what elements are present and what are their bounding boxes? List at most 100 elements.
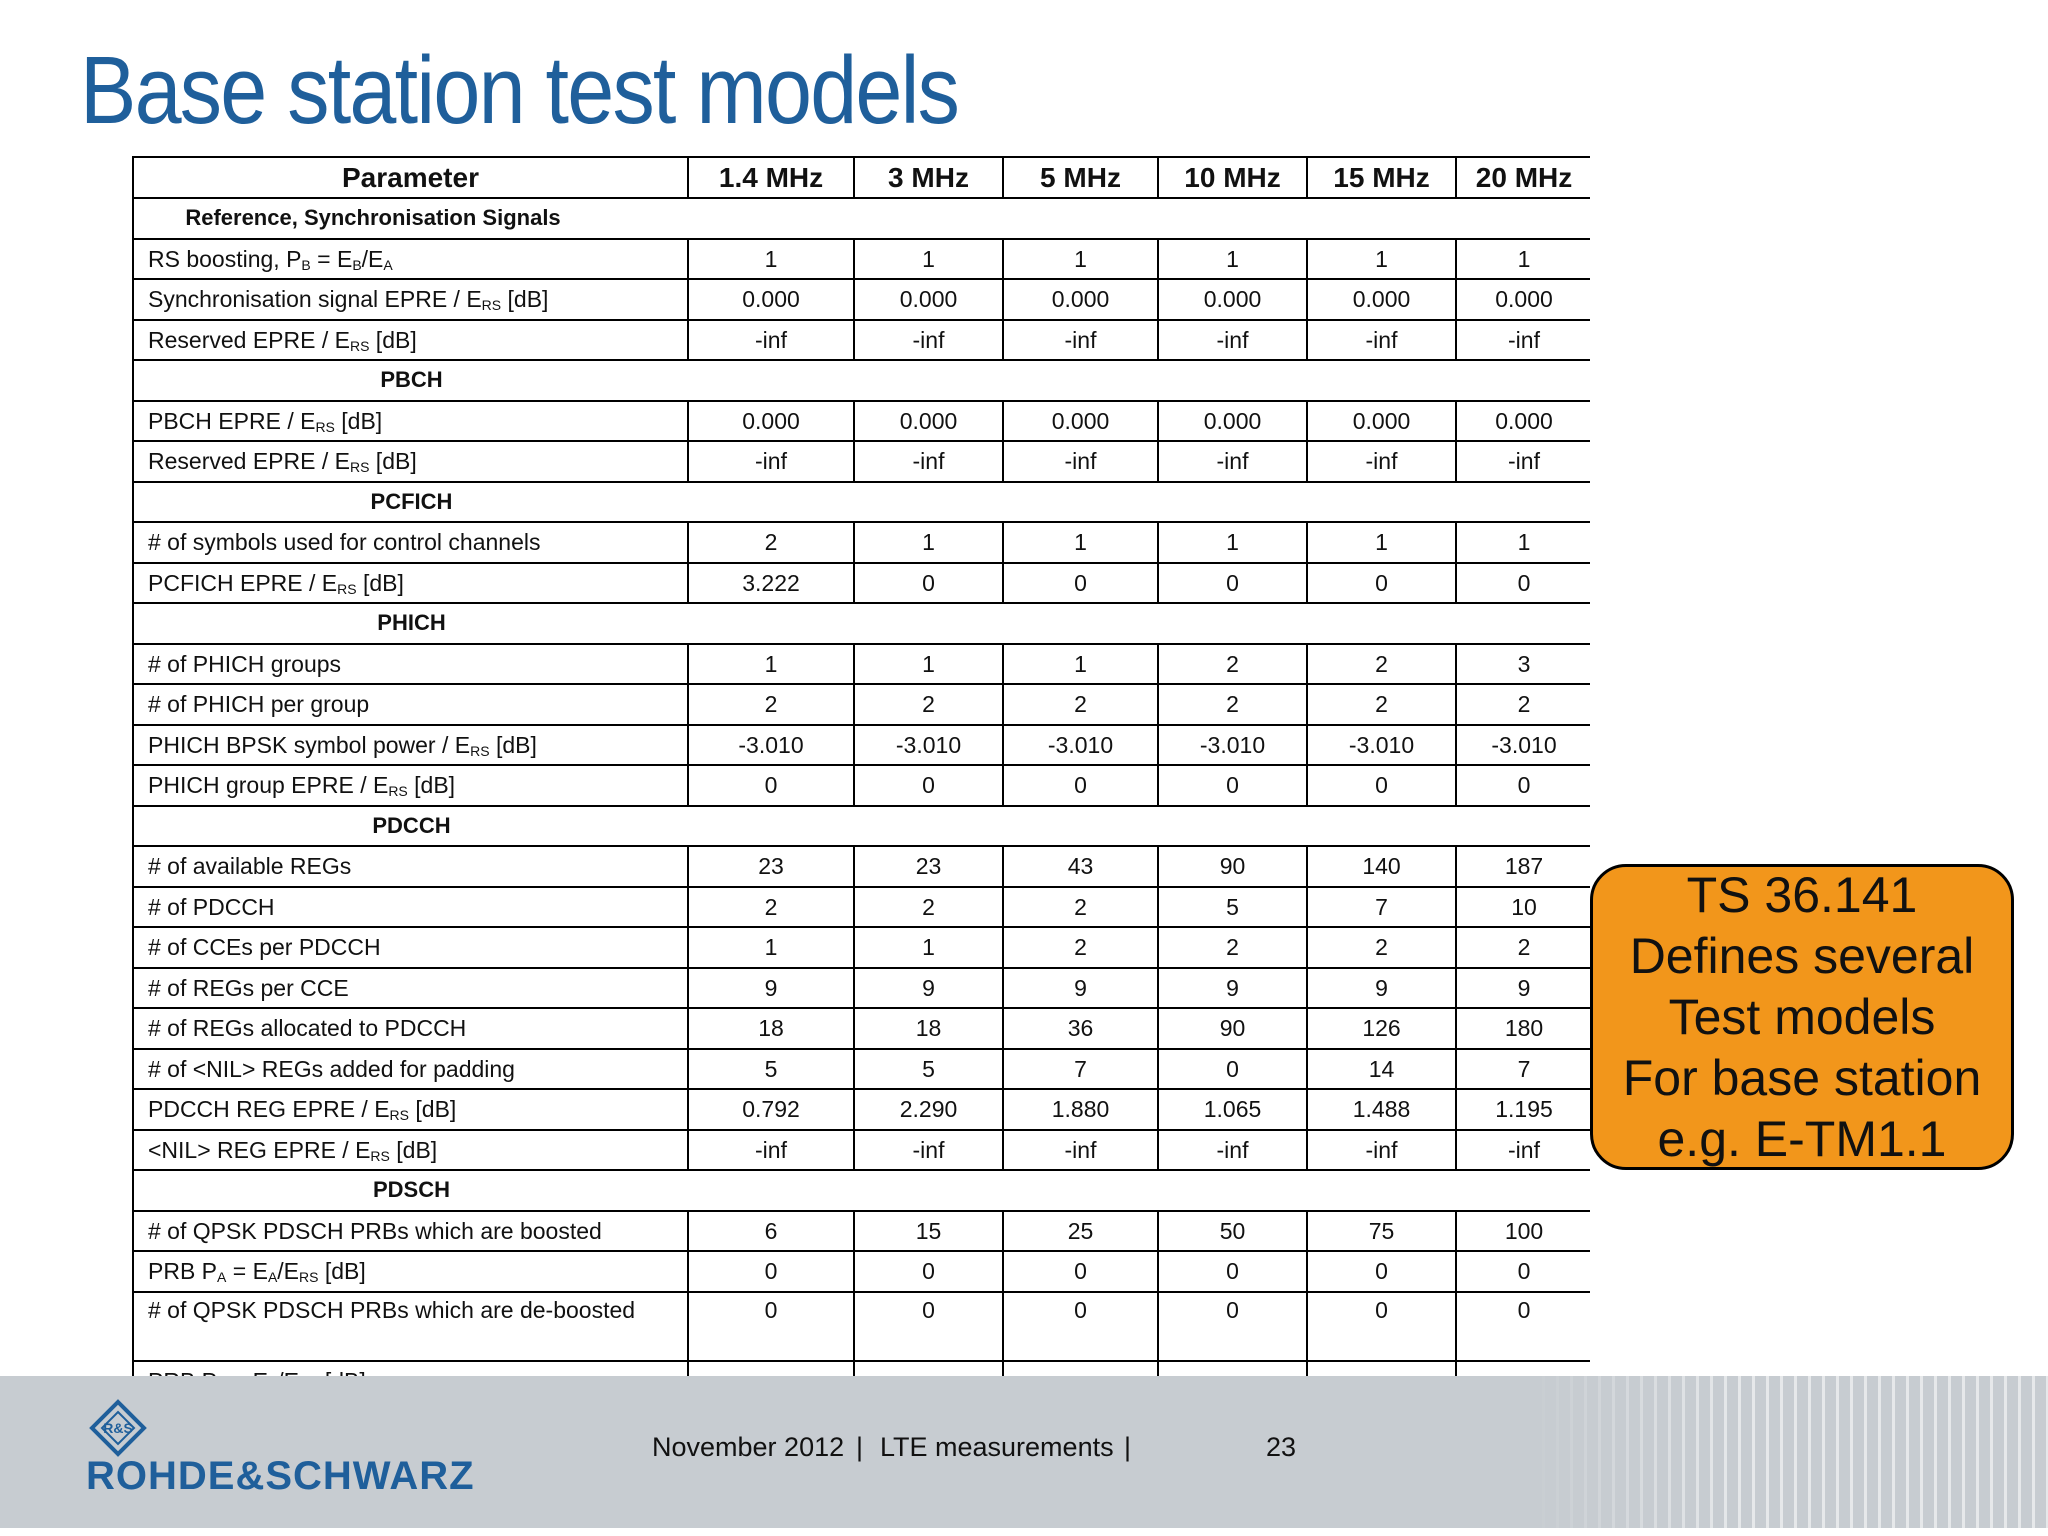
label-text: # of REGs per CCE	[148, 974, 349, 1001]
value-cell: -inf	[853, 318, 1004, 361]
value-cell: 2	[853, 885, 1004, 928]
value-cell: 9	[1157, 966, 1308, 1009]
parameter-label: Reserved EPRE / ERS [dB]	[132, 318, 689, 361]
value-cell: -3.010	[1157, 723, 1308, 766]
value-cell: 2	[1002, 926, 1159, 969]
value-cell: 1	[1157, 237, 1308, 280]
section-title-text: PBCH	[380, 367, 443, 393]
value-cell: 0	[1306, 764, 1457, 807]
value-cell: 2	[1306, 642, 1457, 685]
value-cell: 2	[1157, 642, 1308, 685]
value-cell: 0.000	[853, 278, 1004, 321]
value-cell: -3.010	[1306, 723, 1457, 766]
logo-wordmark: ROHDE&SCHWARZ	[86, 1454, 475, 1498]
table-row: # of PHICH per group 2 2 2 2 2 2	[132, 683, 1590, 726]
label-text: = E	[310, 245, 353, 272]
value-cell: 0	[853, 1250, 1004, 1293]
parameter-label: # of REGs allocated to PDCCH	[132, 1007, 689, 1050]
value-cell: 0	[853, 561, 1004, 604]
value-cell: 2	[1455, 683, 1590, 726]
value-cell: 23	[687, 845, 855, 888]
subscript: A	[217, 1269, 227, 1286]
value-cell: -inf	[687, 318, 855, 361]
value-cell: -3.010	[853, 723, 1004, 766]
value-cell: 0	[1455, 561, 1590, 604]
parameter-label: PCFICH EPRE / ERS [dB]	[132, 561, 689, 604]
value-cell: 1.488	[1306, 1088, 1457, 1131]
table-row: # of PDCCH 2 2 2 5 7 10	[132, 885, 1590, 928]
value-cell: 0.000	[1002, 278, 1159, 321]
logo-mark-text: R&S	[103, 1420, 133, 1436]
subscript: RS	[481, 297, 502, 314]
table-row: Synchronisation signal EPRE / ERS [dB] 0.…	[132, 278, 1590, 321]
value-cell: -inf	[1306, 440, 1457, 483]
table-row: Reserved EPRE / ERS [dB] -inf -inf -inf -inf…	[132, 318, 1590, 361]
label-text: /E	[277, 1258, 300, 1285]
label-text: # of QPSK PDSCH PRBs which are boosted	[148, 1217, 602, 1244]
parameter-label: # of available REGs	[132, 845, 689, 888]
section-title: PBCH	[132, 359, 1590, 402]
label-text: [dB]	[501, 286, 549, 313]
section-title-text: PCFICH	[370, 488, 453, 514]
value-cell: 90	[1157, 1007, 1308, 1050]
section-header-row: PCFICH	[132, 480, 1590, 523]
label-text: PCFICH EPRE / E	[148, 569, 338, 596]
parameter-label: # of REGs per CCE	[132, 966, 689, 1009]
subscript: RS	[388, 783, 408, 800]
table-row: # of <NIL> REGs added for padding 5 5 7 0 14 7	[132, 1047, 1590, 1090]
value-cell: 0	[1002, 1250, 1159, 1293]
label-text: = E	[226, 1258, 268, 1285]
value-cell: 2	[1002, 885, 1159, 928]
callout-line: TS 36.141	[1686, 866, 1918, 923]
rohde-schwarz-logo: R&S ROHDE&SCHWARZ	[86, 1398, 546, 1508]
label-text: Synchronisation signal EPRE / E	[148, 286, 482, 313]
label-text: [dB]	[369, 448, 417, 475]
subscript: RS	[337, 580, 357, 597]
value-cell: 5	[687, 1047, 855, 1090]
value-cell: 5	[1157, 885, 1308, 928]
parameter-label: # of CCEs per PDCCH	[132, 926, 689, 969]
value-cell: -inf	[1157, 318, 1308, 361]
value-cell: 9	[1002, 966, 1159, 1009]
value-cell: 75	[1306, 1209, 1457, 1252]
subscript: A	[383, 256, 393, 273]
value-cell: 0	[687, 1290, 855, 1362]
value-cell: -inf	[853, 1128, 1004, 1171]
value-cell: -3.010	[1002, 723, 1159, 766]
parameter-label: Synchronisation signal EPRE / ERS [dB]	[132, 278, 689, 321]
value-cell: 1	[1002, 237, 1159, 280]
value-cell: 0	[853, 1290, 1004, 1362]
value-cell: 7	[1455, 1047, 1590, 1090]
value-cell: -inf	[687, 1128, 855, 1171]
subscript: RS	[349, 337, 370, 354]
table-row: # of REGs per CCE 9 9 9 9 9 9	[132, 966, 1590, 1009]
subscript: RS	[315, 418, 335, 435]
parameter-label: PHICH BPSK symbol power / ERS [dB]	[132, 723, 689, 766]
value-cell: 0	[1455, 764, 1590, 807]
value-cell: -inf	[1002, 1128, 1159, 1171]
label-text: [dB]	[369, 326, 417, 353]
table-row: PHICH BPSK symbol power / ERS [dB] -3.010…	[132, 723, 1590, 766]
value-cell: 0	[1157, 1290, 1308, 1362]
value-cell: 0.000	[1455, 399, 1590, 442]
value-cell: 9	[853, 966, 1004, 1009]
label-text: /E	[361, 245, 384, 272]
table-row: Reserved EPRE / ERS [dB] -inf -inf -inf -inf…	[132, 440, 1590, 483]
section-title-text: Reference, Synchronisation Signals	[185, 205, 561, 231]
parameter-label: Reserved EPRE / ERS [dB]	[132, 440, 689, 483]
value-cell: -inf	[1306, 318, 1457, 361]
table-row: # of symbols used for control channels 2 1…	[132, 521, 1590, 564]
value-cell: -inf	[1157, 1128, 1308, 1171]
value-cell: 0	[1002, 1290, 1159, 1362]
value-cell: 0.000	[1455, 278, 1590, 321]
value-cell: 0.000	[853, 399, 1004, 442]
value-cell: 90	[1157, 845, 1308, 888]
value-cell: 126	[1306, 1007, 1457, 1050]
value-cell: 140	[1306, 845, 1457, 888]
section-title: PHICH	[132, 602, 1590, 645]
value-cell: -inf	[687, 440, 855, 483]
callout-line: Defines several	[1629, 927, 1975, 984]
footer-separator: |	[856, 1432, 864, 1462]
value-cell: 43	[1002, 845, 1159, 888]
value-cell: 25	[1002, 1209, 1159, 1252]
